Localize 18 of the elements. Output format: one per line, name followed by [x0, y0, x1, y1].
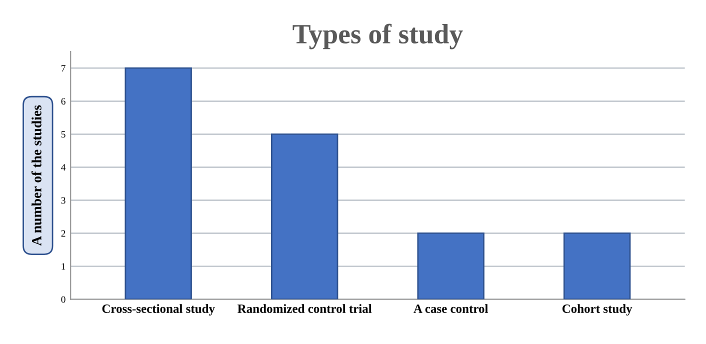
x-tick-label: A case control	[414, 304, 488, 313]
y-tick-label: 0	[61, 296, 66, 303]
y-tick-label: 7	[62, 65, 66, 72]
y-axis-title: A number of the studies	[31, 105, 42, 246]
y-tick-label: 1	[62, 263, 66, 270]
x-tick-label: Randomized control trial	[238, 304, 372, 313]
bar	[417, 232, 484, 300]
x-tick-label: Cohort study	[562, 304, 632, 316]
bar	[270, 133, 338, 300]
x-tick-label: Cross-sectional study	[102, 304, 215, 316]
y-tick-label: 2	[61, 230, 66, 237]
y-tick-label: 5	[61, 131, 66, 138]
chart-title: Types of study	[292, 24, 463, 50]
bar	[563, 232, 631, 300]
y-tick-label: 3	[61, 197, 66, 204]
y-tick-label: 6	[61, 98, 66, 105]
bar	[124, 67, 192, 300]
y-tick-label: 4	[61, 164, 66, 171]
